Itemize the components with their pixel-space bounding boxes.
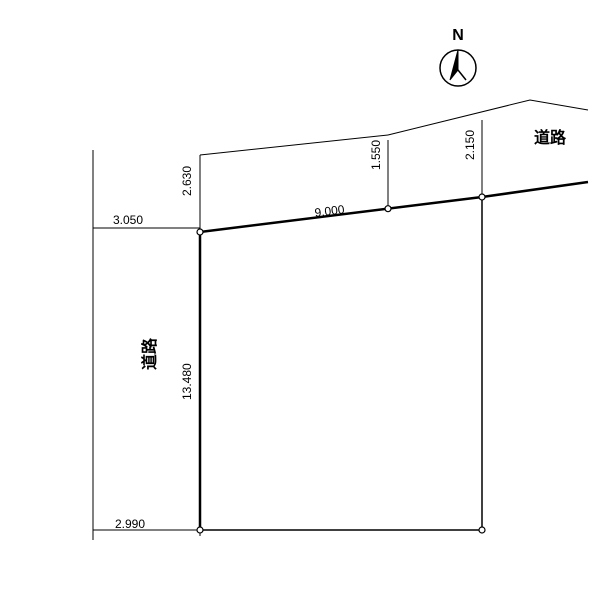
dim-2990: 2.990 [115,517,145,531]
dim-2630: 2.630 [180,166,194,196]
compass-icon: N [440,27,476,86]
upper-edge-top [200,135,388,155]
dim-1550: 1.550 [369,140,383,170]
compass-label: N [452,27,464,44]
vertex-marker [385,206,391,212]
vertex-marker [197,229,203,235]
vertex-marker [197,527,203,533]
dim-2150: 2.150 [463,130,477,160]
dim-13480: 13.480 [180,363,194,400]
road-edge-bottom [482,182,588,197]
road-label-left: 道路 [140,337,159,370]
road-label-right: 道路 [534,128,567,147]
dim-9000: 9.000 [314,202,346,220]
vertex-marker [479,527,485,533]
vertex-markers [197,194,485,533]
dim-3050: 3.050 [113,213,143,227]
vertex-marker [479,194,485,200]
